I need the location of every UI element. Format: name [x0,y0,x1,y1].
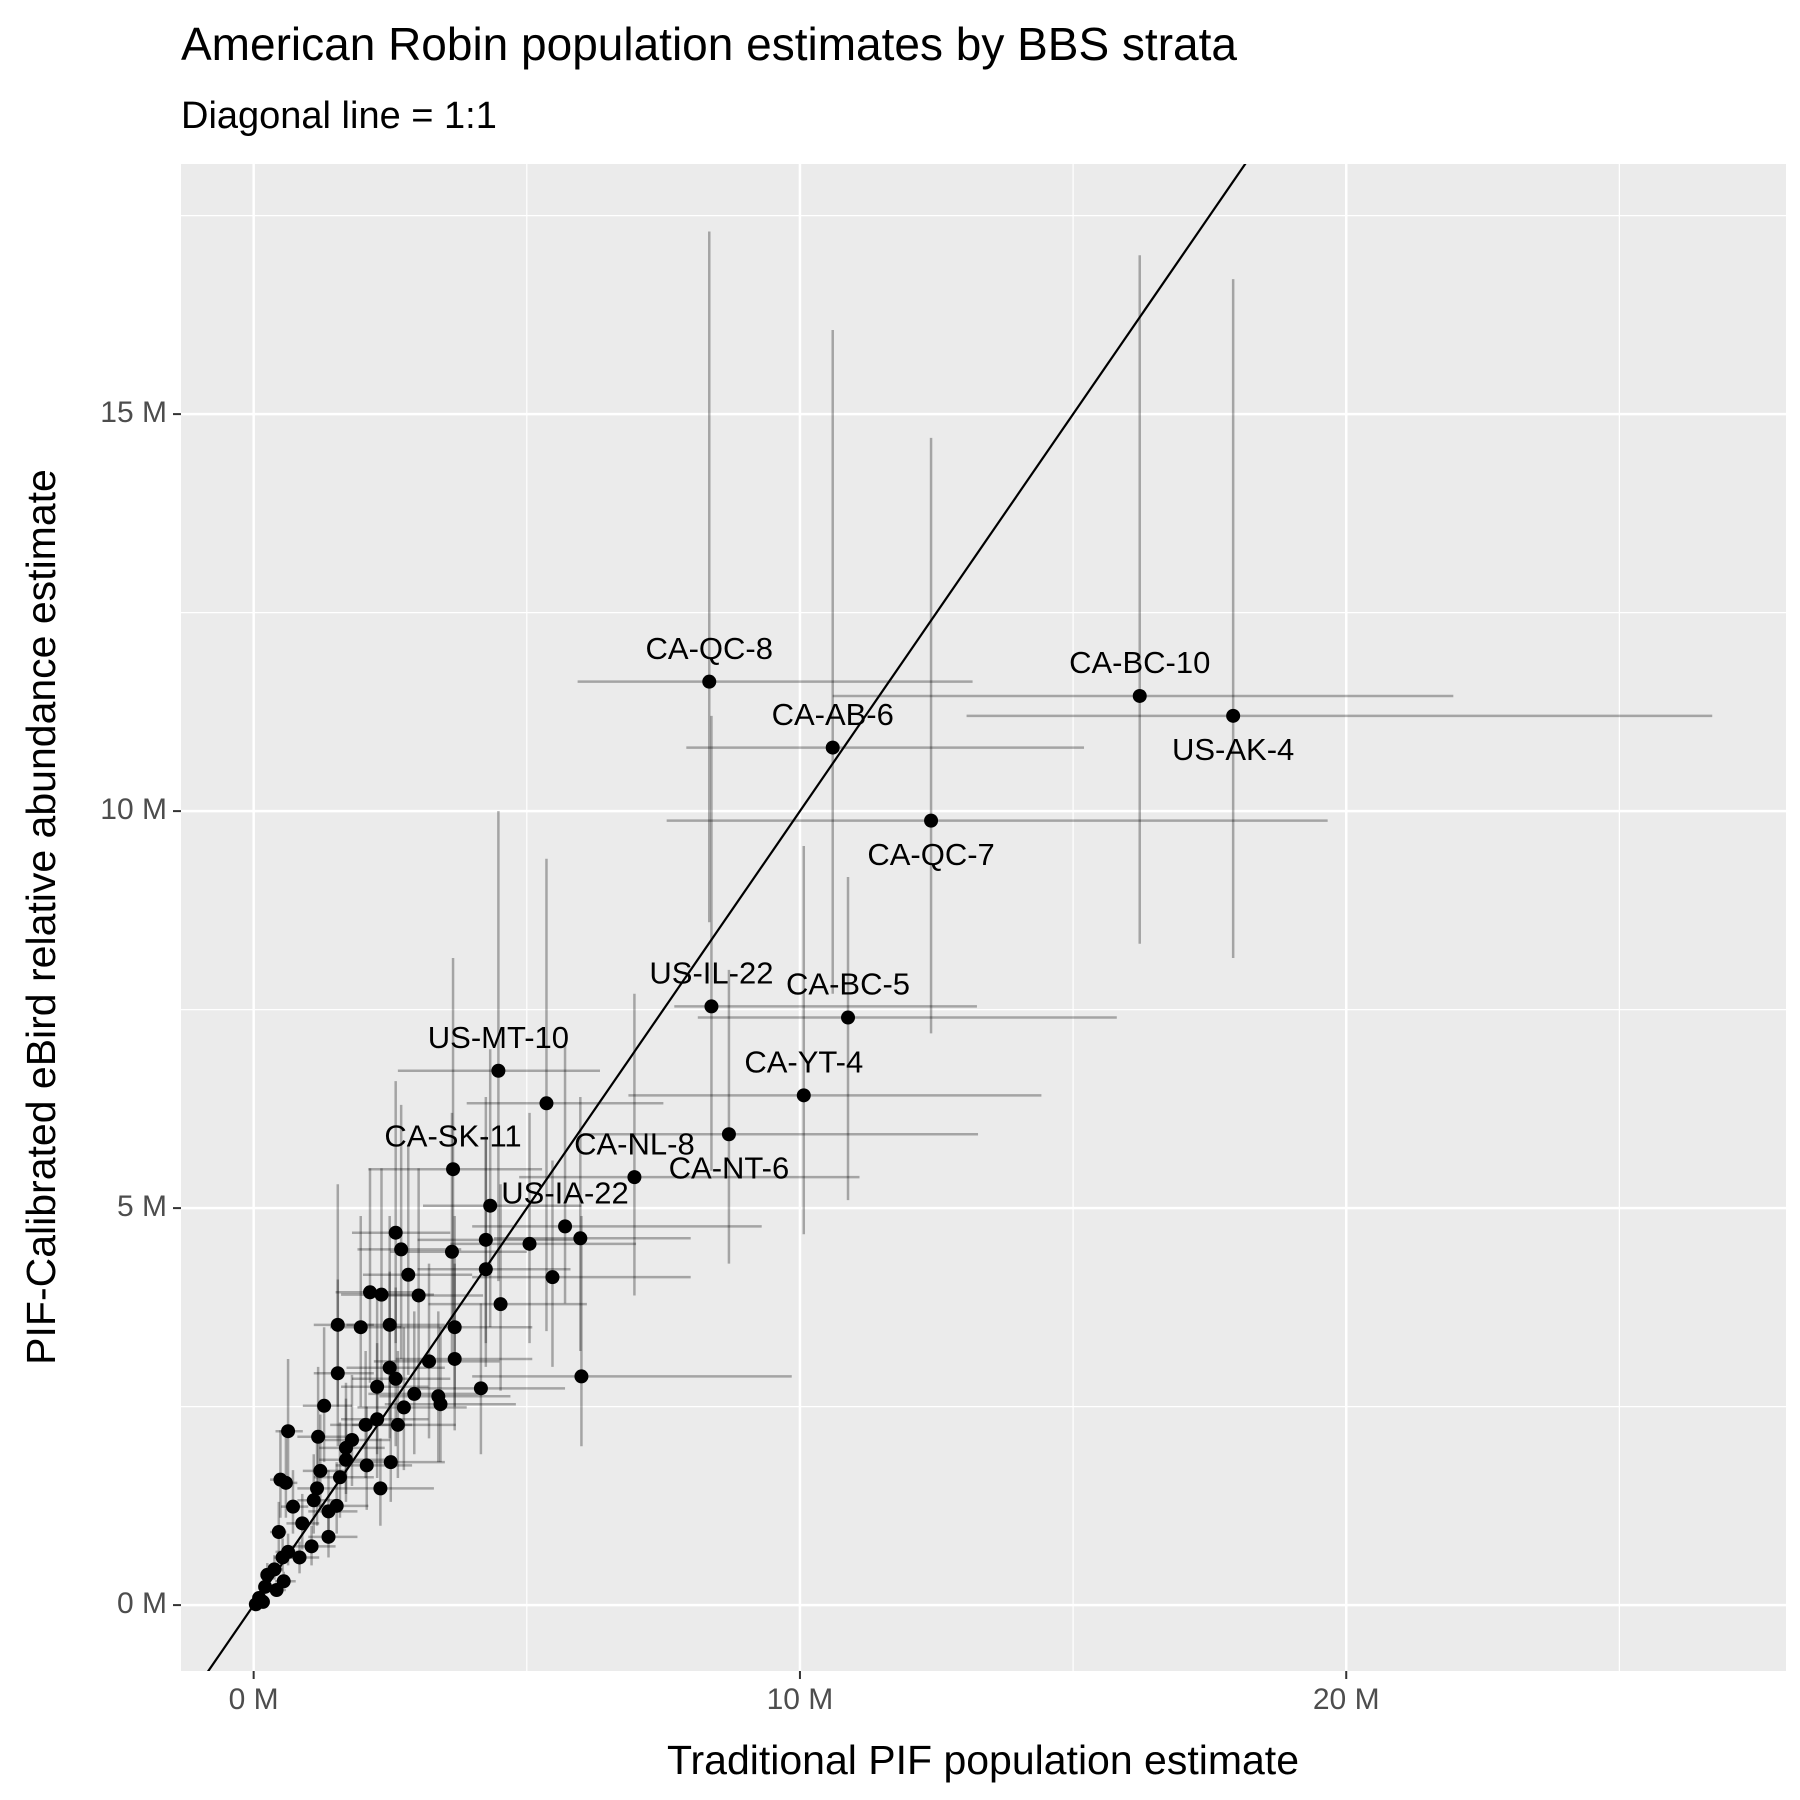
point [285,1499,300,1514]
point [358,1417,373,1432]
point [275,1550,290,1565]
point [388,1225,403,1240]
plot-area [181,164,1786,1671]
point [825,740,840,755]
point [841,1010,856,1025]
point [721,1127,736,1142]
point [330,1317,345,1332]
y-tick-label: 10 M [100,793,167,826]
point [545,1270,560,1285]
point-label: CA-BC-10 [1069,645,1210,680]
point [396,1400,411,1415]
point-label: CA-QC-7 [867,837,994,872]
point [478,1262,493,1277]
point [924,813,939,828]
point-label: US-IA-22 [501,1176,628,1211]
point [382,1360,397,1375]
point [447,1351,462,1366]
point [260,1567,275,1582]
point [373,1481,388,1496]
point [574,1369,589,1384]
point [370,1379,385,1394]
point [383,1455,398,1470]
point [573,1231,588,1246]
point [295,1516,310,1531]
point [493,1297,508,1312]
point [394,1242,409,1257]
y-tick-label: 15 M [100,396,167,429]
point [269,1583,284,1598]
point-label: CA-SK-11 [384,1118,521,1153]
point [321,1529,336,1544]
x-tick-label: 0 M [229,1683,279,1716]
point [411,1288,426,1303]
point [359,1458,374,1473]
point [271,1525,286,1540]
point [353,1320,368,1335]
point [281,1424,296,1439]
point [444,1244,459,1259]
point-label: US-MT-10 [428,1020,569,1055]
point [433,1397,448,1412]
point [491,1063,506,1078]
chart-title: American Robin population estimates by B… [181,18,1237,70]
point [310,1481,325,1496]
point [306,1493,321,1508]
x-tick-label: 20 M [1313,1683,1380,1716]
point-label: CA-AB-6 [772,697,894,732]
point [422,1354,437,1369]
point [473,1381,488,1396]
point [338,1440,353,1455]
point [539,1096,554,1111]
point [311,1429,326,1444]
point [558,1219,573,1234]
point-label: CA-YT-4 [744,1045,863,1080]
y-tick-label: 5 M [117,1190,167,1223]
x-axis-title: Traditional PIF population estimate [667,1737,1299,1783]
point [796,1088,811,1103]
point [370,1412,385,1427]
point [255,1594,270,1609]
y-axis-title: PIF-Calibrated eBird relative abundance … [18,469,64,1365]
point [374,1287,389,1302]
plot-panel [181,164,1786,1671]
point [702,674,717,689]
point [382,1317,397,1332]
chart-subtitle: Diagonal line = 1:1 [181,95,497,137]
point [258,1579,273,1594]
point [313,1463,328,1478]
reference-line [206,164,1247,1671]
point [390,1417,405,1432]
point [388,1371,403,1386]
point-label: CA-NT-6 [669,1150,790,1185]
point [704,999,719,1014]
point [478,1232,493,1247]
point [330,1366,345,1381]
y-tick-label: 0 M [117,1587,167,1620]
point [304,1539,319,1554]
point [338,1452,353,1467]
point [292,1550,307,1565]
x-tick-label: 10 M [767,1683,834,1716]
point [1226,708,1241,723]
point-label: US-AK-4 [1172,732,1294,767]
point [407,1386,422,1401]
point [1132,688,1147,703]
point [401,1267,416,1282]
point [332,1470,347,1485]
point-label: CA-QC-8 [646,631,773,666]
point [483,1198,498,1213]
point [446,1162,461,1177]
point [317,1398,332,1413]
point-label: CA-BC-5 [786,967,910,1002]
point [321,1504,336,1519]
point-label: CA-NL-8 [574,1126,695,1161]
point [522,1236,537,1251]
point-label: US-IL-22 [649,956,773,991]
point [627,1170,642,1185]
point [278,1475,293,1490]
point [447,1320,462,1335]
point [363,1285,378,1300]
